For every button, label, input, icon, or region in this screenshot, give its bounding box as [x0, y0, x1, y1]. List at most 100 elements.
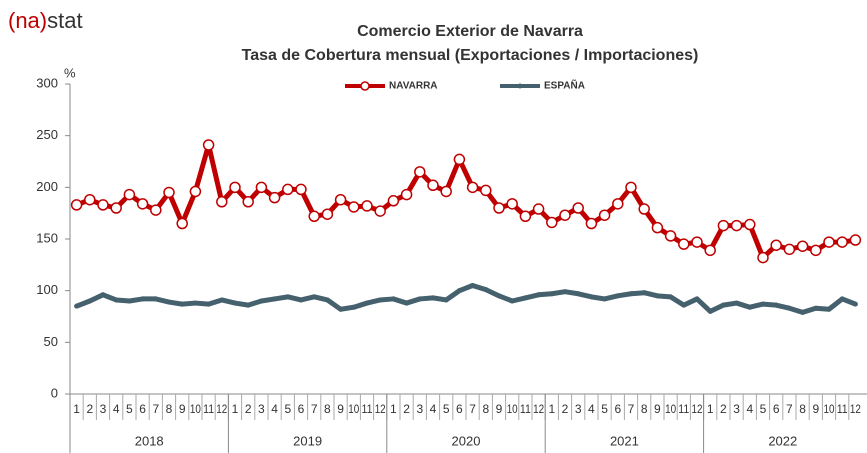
marker — [430, 295, 436, 301]
marker — [74, 303, 80, 309]
marker — [140, 296, 146, 302]
marker — [602, 296, 608, 302]
x-tick-label: 2 — [562, 402, 569, 416]
marker — [268, 191, 281, 204]
marker — [113, 297, 119, 303]
marker — [255, 181, 268, 194]
marker — [546, 216, 558, 229]
marker — [678, 238, 690, 250]
marker — [612, 198, 624, 210]
x-tick-label: 6 — [139, 402, 146, 416]
marker — [760, 301, 766, 307]
x-tick-label: 4 — [588, 402, 595, 416]
x-tick-label: 12 — [216, 402, 227, 416]
x-tick-label: 11 — [203, 402, 214, 416]
marker — [720, 302, 726, 308]
legend-label: NAVARRA — [389, 81, 438, 92]
marker — [232, 300, 238, 306]
y-axis-label: % — [64, 65, 76, 80]
marker — [364, 300, 370, 306]
year-label: 2020 — [452, 433, 481, 448]
marker — [641, 290, 647, 296]
x-tick-label: 8 — [324, 402, 331, 416]
year-label: 2018 — [135, 433, 164, 448]
marker — [588, 294, 594, 300]
x-tick-label: 11 — [520, 402, 531, 416]
logo: (na)stat — [8, 8, 83, 33]
marker — [691, 236, 703, 248]
marker — [651, 221, 664, 234]
marker — [351, 304, 357, 310]
y-tick-label: 0 — [51, 385, 58, 400]
marker — [189, 185, 202, 198]
x-tick-label: 6 — [456, 402, 463, 416]
y-tick-label: 200 — [36, 179, 58, 194]
x-tick-label: 6 — [614, 402, 621, 416]
x-tick-label: 10 — [665, 402, 676, 416]
marker — [390, 296, 396, 302]
marker — [87, 298, 93, 304]
marker — [730, 219, 743, 232]
marker — [638, 203, 650, 215]
x-tick-label: 12 — [692, 402, 703, 416]
y-tick-label: 250 — [36, 127, 58, 142]
marker — [417, 296, 423, 302]
marker — [245, 302, 251, 308]
marker — [387, 195, 400, 207]
x-tick-label: 1 — [548, 402, 555, 416]
y-tick-label: 150 — [36, 230, 58, 245]
marker — [427, 179, 439, 192]
x-tick-label: 12 — [533, 402, 544, 416]
x-tick-label: 7 — [628, 402, 635, 416]
legend-marker — [360, 81, 370, 91]
marker — [361, 200, 373, 212]
x-tick-label: 9 — [337, 402, 344, 416]
marker — [628, 291, 634, 297]
marker — [704, 244, 716, 257]
marker — [163, 186, 175, 199]
x-tick-label: 10 — [824, 402, 835, 416]
legend-marker — [517, 83, 523, 89]
x-tick-label: 2 — [86, 402, 93, 416]
marker — [470, 283, 476, 288]
x-tick-label: 9 — [654, 402, 661, 416]
x-tick-label: 2 — [720, 402, 727, 416]
x-tick-label: 3 — [100, 402, 107, 416]
legend-label: ESPAÑA — [544, 79, 585, 92]
marker — [321, 208, 334, 220]
y-tick-label: 100 — [36, 282, 58, 297]
chart-title: Comercio Exterior de Navarra — [357, 23, 583, 40]
x-tick-label: 5 — [126, 402, 133, 416]
marker — [559, 209, 571, 221]
y-tick-label: 300 — [36, 75, 58, 90]
marker — [192, 300, 198, 306]
marker — [496, 293, 502, 299]
marker — [377, 297, 383, 303]
x-tick-label: 6 — [298, 402, 305, 416]
marker — [813, 305, 819, 311]
marker — [126, 298, 132, 304]
marker — [298, 297, 304, 303]
series-line — [75, 283, 857, 315]
marker — [311, 294, 317, 300]
marker — [522, 295, 528, 301]
x-tick-label: 12 — [850, 402, 861, 416]
marker — [324, 297, 330, 303]
x-tick-label: 9 — [496, 402, 503, 416]
marker — [810, 244, 822, 257]
marker — [506, 198, 518, 210]
marker — [509, 298, 515, 304]
marker — [839, 296, 845, 302]
marker — [348, 201, 360, 213]
marker — [295, 183, 307, 196]
x-tick-label: 5 — [760, 402, 767, 416]
marker — [258, 298, 264, 304]
x-tick-label: 1 — [390, 402, 397, 416]
marker — [100, 292, 106, 298]
x-tick-label: 10 — [190, 402, 201, 416]
marker — [562, 289, 568, 295]
x-tick-label: 5 — [443, 402, 450, 416]
marker — [483, 287, 489, 293]
marker — [664, 230, 677, 242]
x-tick-label: 10 — [348, 402, 359, 416]
